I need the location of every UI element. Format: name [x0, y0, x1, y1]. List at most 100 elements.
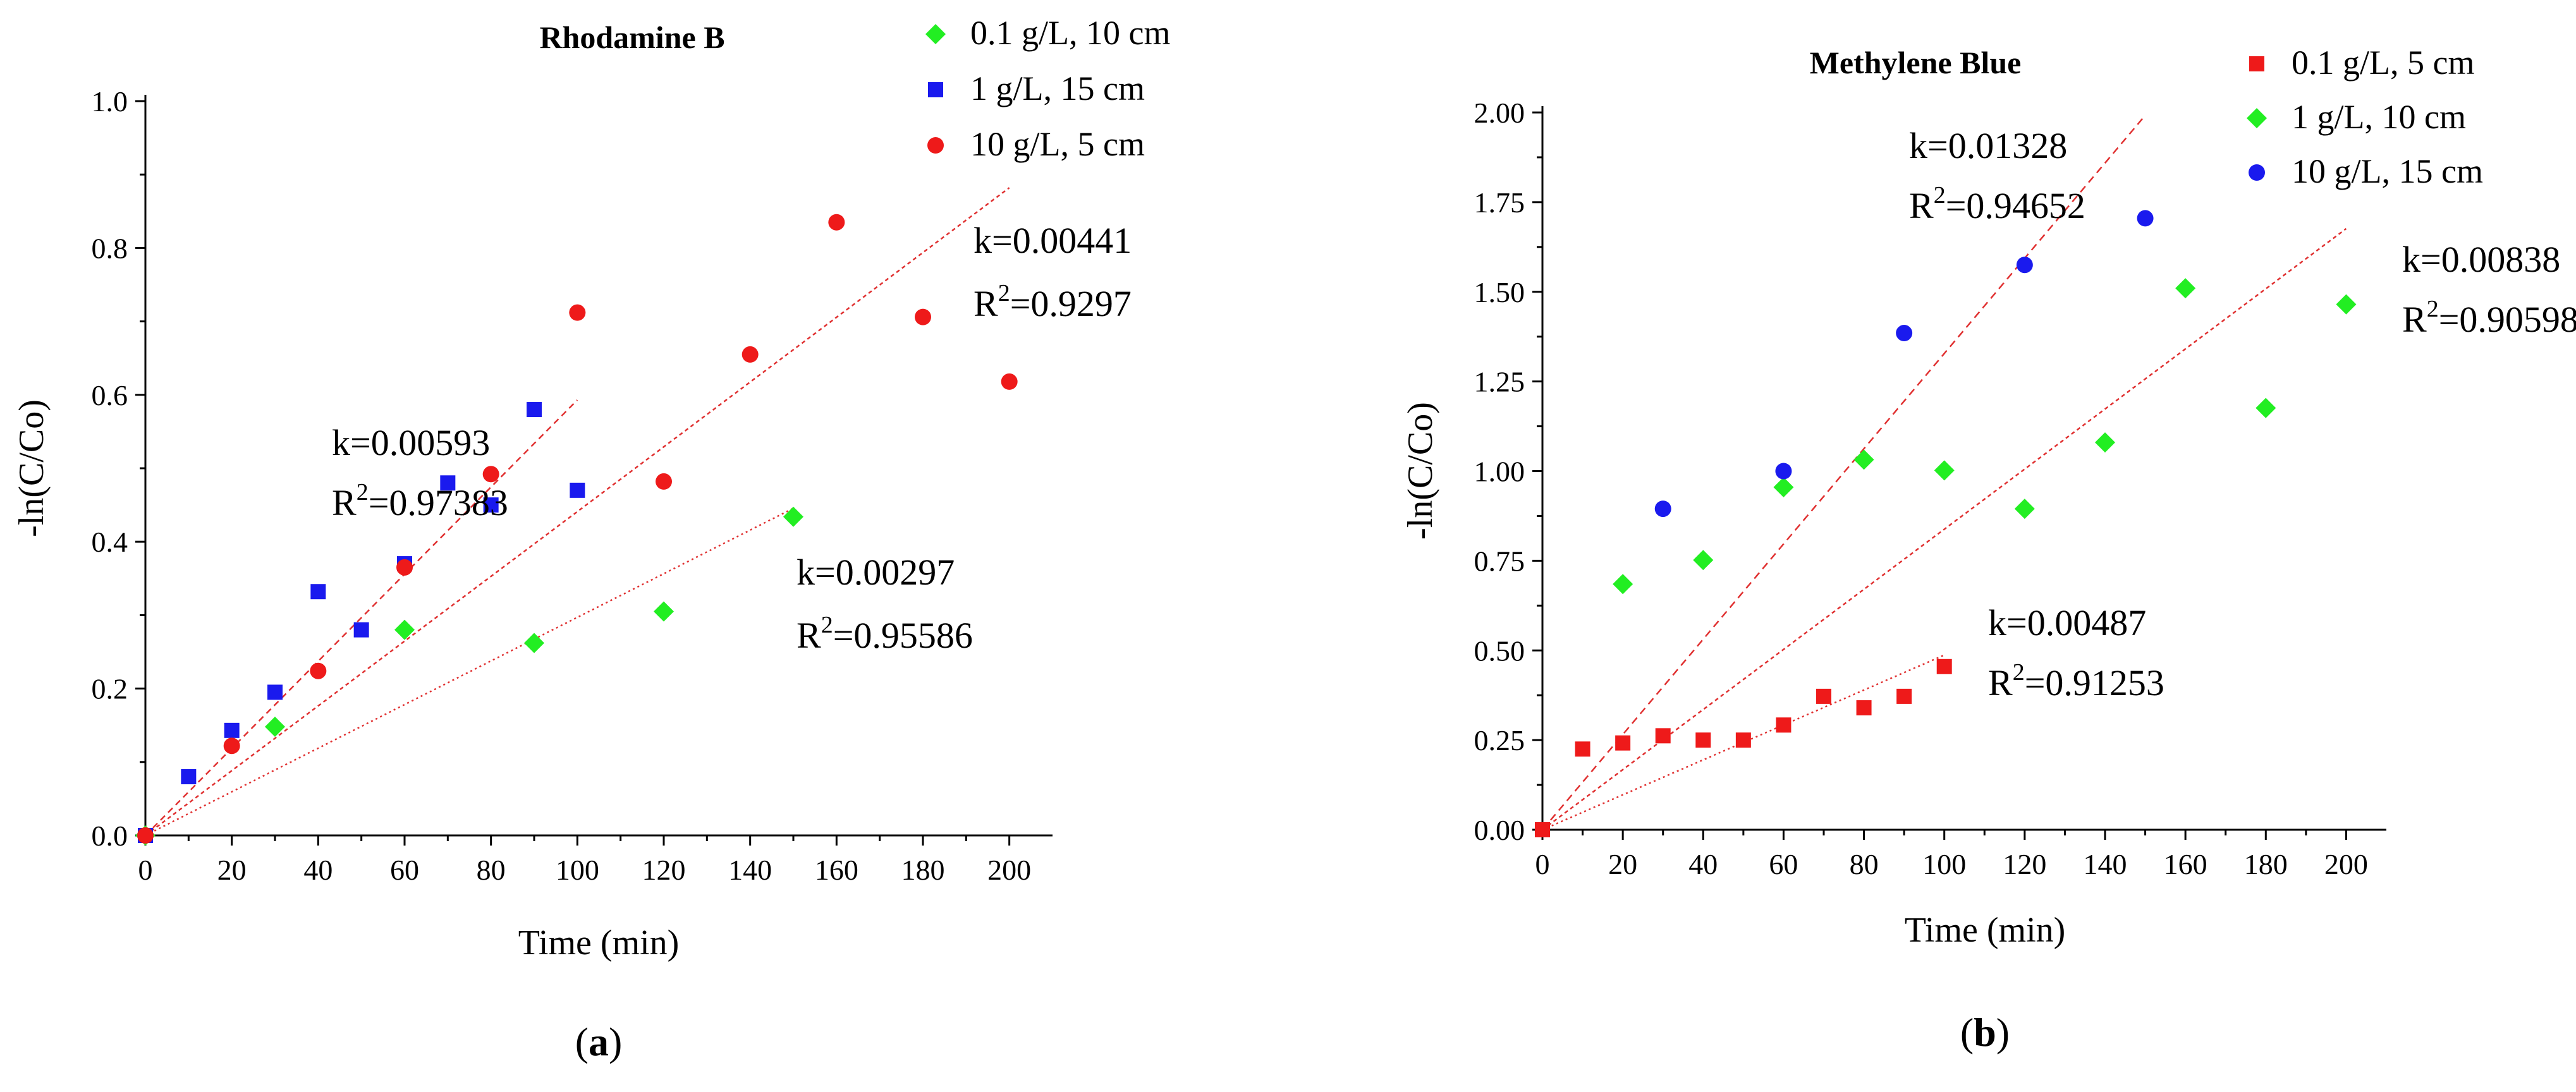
- series-group: [1613, 278, 2357, 595]
- legend-marker: [2249, 56, 2264, 71]
- rate-constant-label: k=0.00487: [1988, 602, 2146, 643]
- chart-title: Methylene Blue: [1810, 45, 2022, 80]
- data-point: [654, 601, 674, 622]
- r-squared-superscript: 2: [1934, 182, 1946, 209]
- data-point: [656, 473, 672, 490]
- data-point: [1896, 688, 1912, 704]
- r-squared-value: =0.9297: [1010, 283, 1132, 324]
- y-tick-label: 0.8: [92, 232, 128, 264]
- x-tick-label: 200: [2324, 848, 2368, 880]
- data-point: [828, 214, 845, 231]
- r-squared-label: R2=0.91253: [1988, 659, 2164, 703]
- x-tick-label: 80: [477, 854, 506, 886]
- y-axis-title: -ln(C/Co): [1401, 402, 1440, 540]
- x-tick-label: 40: [1688, 848, 1718, 880]
- data-point: [1853, 449, 1874, 470]
- r-squared-value: =0.94652: [1946, 185, 2085, 226]
- data-point: [1655, 728, 1671, 744]
- panel-paren-close: ): [609, 1019, 622, 1064]
- data-point: [1001, 373, 1018, 390]
- panel-label: (a): [575, 1019, 623, 1064]
- fit-line: [145, 507, 794, 837]
- r-squared-superscript: 2: [2427, 296, 2439, 322]
- legend-label: 0.1 g/L, 5 cm: [2292, 44, 2474, 82]
- y-tick-label: 0.6: [92, 379, 128, 411]
- panel-label: (b): [1960, 1010, 2010, 1055]
- data-point: [353, 622, 369, 638]
- data-point: [1615, 735, 1631, 751]
- data-point: [1695, 732, 1711, 748]
- panel-letter: b: [1974, 1010, 1996, 1055]
- x-tick-label: 120: [642, 854, 686, 886]
- legend-label: 0.1 g/L, 10 cm: [970, 14, 1170, 52]
- data-point: [1856, 700, 1872, 716]
- data-point: [483, 497, 499, 513]
- data-point: [2336, 294, 2357, 315]
- data-point: [1776, 717, 1792, 733]
- data-point: [1693, 550, 1714, 571]
- y-tick-label: 1.00: [1474, 456, 1525, 488]
- fit-line: [145, 187, 1010, 837]
- legend-marker: [2247, 108, 2267, 128]
- y-tick-label: 0.75: [1474, 545, 1525, 577]
- chart-methylene-blue: 0 20 40 60 80 100 120 140 160 180 200 0.00 0.25 0.50 0…: [1401, 44, 2576, 1055]
- r-squared-symbol: R: [1909, 185, 1934, 226]
- data-point: [137, 827, 154, 844]
- data-point: [1735, 732, 1751, 748]
- fit-line: [145, 399, 578, 836]
- data-point: [2095, 432, 2115, 453]
- r-squared-value: =0.95586: [833, 615, 973, 656]
- data-point: [440, 475, 456, 491]
- r-squared-symbol: R: [797, 615, 821, 656]
- data-point: [527, 402, 542, 418]
- x-tick-label: 140: [728, 854, 772, 886]
- legend-label: 10 g/L, 15 cm: [2292, 152, 2483, 190]
- panel-paren-open: (: [1960, 1010, 1974, 1055]
- data-point: [742, 346, 759, 363]
- r-squared-symbol: R: [1988, 662, 2013, 703]
- data-point: [265, 717, 285, 737]
- fit-line: [1542, 228, 2347, 831]
- data-point: [1934, 460, 1955, 481]
- legend-marker: [928, 82, 943, 97]
- rate-constant-label: k=0.00297: [797, 552, 955, 593]
- x-tick-label: 60: [1769, 848, 1798, 880]
- data-point: [1613, 574, 1633, 595]
- data-point: [310, 584, 326, 600]
- data-point: [2137, 210, 2154, 227]
- x-axis-title: Time (min): [1905, 911, 2066, 950]
- r-squared-label: R2=0.97383: [332, 479, 508, 523]
- data-point: [1535, 822, 1550, 837]
- data-point: [570, 482, 585, 498]
- y-tick-label: 1.50: [1474, 276, 1525, 308]
- legend-label: 1 g/L, 15 cm: [970, 70, 1145, 107]
- data-point: [1773, 477, 1794, 498]
- panel-letter: a: [589, 1019, 609, 1064]
- legend-label: 1 g/L, 10 cm: [2292, 98, 2466, 136]
- data-point: [524, 633, 544, 653]
- y-tick-label: 0.00: [1474, 814, 1525, 846]
- rate-constant-label: k=0.00441: [974, 220, 1132, 261]
- data-point: [2014, 499, 2035, 519]
- series-group: [135, 506, 803, 846]
- r-squared-value: =0.90598: [2439, 299, 2576, 340]
- x-tick-label: 180: [2244, 848, 2288, 880]
- panel-paren-open: (: [575, 1019, 589, 1064]
- series-group: [1535, 658, 1952, 837]
- data-point: [2016, 257, 2033, 274]
- data-point: [394, 619, 415, 640]
- data-point: [310, 662, 327, 679]
- y-tick-label: 1.75: [1474, 186, 1525, 219]
- y-tick-label: 0.50: [1474, 634, 1525, 667]
- x-tick-label: 60: [390, 854, 419, 886]
- x-tick-label: 0: [138, 854, 153, 886]
- x-axis-title: Time (min): [518, 923, 680, 962]
- panel-paren-close: ): [1996, 1010, 2010, 1055]
- legend-marker: [925, 24, 946, 44]
- r-squared-label: R2=0.95586: [797, 612, 973, 656]
- chart-title: Rhodamine B: [539, 20, 724, 55]
- r-squared-superscript: 2: [821, 612, 833, 638]
- fit-line: [1542, 114, 2146, 830]
- x-tick-label: 20: [1608, 848, 1637, 880]
